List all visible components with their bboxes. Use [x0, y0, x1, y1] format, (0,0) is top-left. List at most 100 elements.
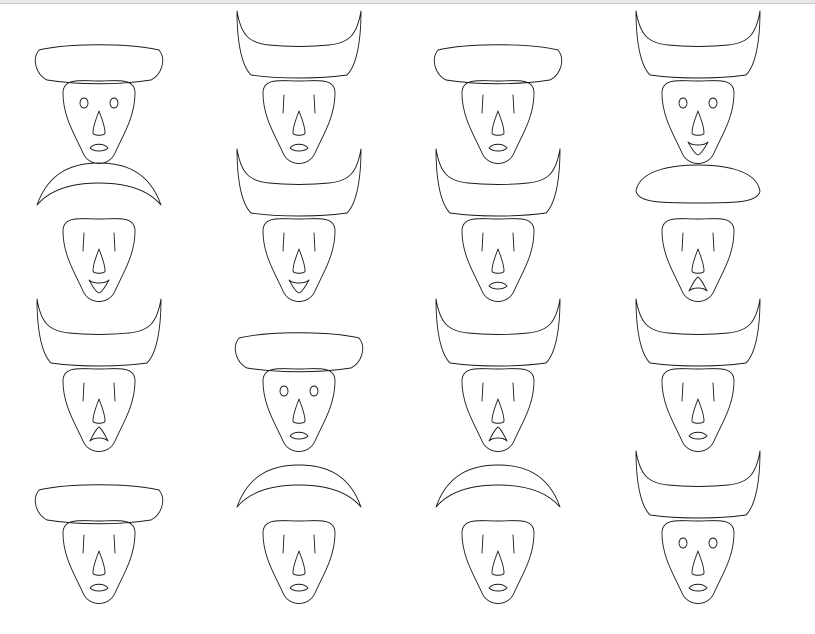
face-3-nose [491, 110, 505, 136]
face-2-mouth [289, 143, 309, 152]
face-5-nose [92, 248, 106, 274]
face-15-nose [491, 550, 505, 576]
face-12-head [661, 368, 735, 452]
face-13-mouth [89, 583, 109, 592]
face-15-head [461, 520, 535, 604]
face-5-head [62, 218, 136, 302]
face-10-right-eye [309, 385, 319, 397]
face-10-head [262, 368, 336, 452]
face-10-mouth [289, 431, 309, 440]
face-10 [234, 332, 364, 452]
face-12 [635, 298, 761, 452]
face-9-hat [36, 298, 162, 367]
face-6-nose [292, 248, 306, 274]
face-9 [36, 298, 162, 452]
face-11-nose [491, 398, 505, 424]
face-15-left-eye [481, 534, 484, 554]
face-11-left-eye [481, 382, 484, 402]
face-14-mouth [289, 583, 309, 592]
face-4-head [661, 80, 735, 164]
face-7-hat [435, 148, 561, 217]
face-14-left-eye [282, 534, 285, 554]
face-2-right-eye [313, 94, 316, 114]
face-1-right-eye [109, 97, 119, 109]
face-11-right-eye [512, 382, 515, 402]
face-6-right-eye [313, 232, 316, 252]
face-4-right-eye [708, 97, 718, 109]
face-11-mouth [488, 426, 508, 442]
face-12-nose [691, 398, 705, 424]
window-top-border [0, 0, 815, 4]
face-4-nose [691, 110, 705, 136]
face-9-left-eye [82, 382, 85, 402]
face-13-right-eye [113, 534, 116, 554]
face-16 [635, 450, 761, 604]
face-11 [435, 298, 561, 452]
face-8-head [661, 218, 735, 302]
face-7-head [461, 218, 535, 302]
face-10-nose [292, 398, 306, 424]
face-1 [34, 44, 164, 164]
face-12-left-eye [681, 382, 684, 402]
face-8-hat [635, 164, 761, 204]
face-8-left-eye [681, 232, 684, 252]
face-16-left-eye [678, 537, 688, 549]
face-8-mouth [688, 276, 708, 292]
face-13-nose [92, 550, 106, 576]
face-13-left-eye [82, 534, 85, 554]
face-9-head [62, 368, 136, 452]
face-7-right-eye [512, 232, 515, 252]
face-7-mouth [488, 281, 508, 290]
face-16-nose [691, 550, 705, 576]
face-12-hat [635, 298, 761, 367]
face-9-mouth [89, 426, 109, 442]
face-15 [435, 464, 561, 604]
face-8 [635, 164, 761, 302]
face-13-head [62, 520, 136, 604]
face-5-left-eye [82, 232, 85, 252]
face-2-hat [236, 10, 362, 79]
face-3-hat [433, 44, 563, 85]
face-14-nose [292, 550, 306, 576]
face-2-nose [292, 110, 306, 136]
face-6-hat [236, 148, 362, 217]
face-5-hat [36, 162, 162, 206]
face-12-right-eye [712, 382, 715, 402]
face-2 [236, 10, 362, 164]
face-6 [236, 148, 362, 302]
face-2-head [262, 80, 336, 164]
face-11-head [461, 368, 535, 452]
face-4 [635, 10, 761, 164]
face-3-right-eye [512, 94, 515, 114]
face-8-nose [691, 248, 705, 274]
face-14 [236, 464, 362, 604]
face-7 [435, 148, 561, 302]
face-4-left-eye [678, 97, 688, 109]
face-16-head [661, 520, 735, 604]
face-16-hat [635, 450, 761, 519]
face-1-nose [92, 110, 106, 136]
face-1-hat [34, 44, 164, 85]
face-10-hat [234, 332, 364, 373]
face-7-nose [491, 248, 505, 274]
face-4-mouth [687, 141, 709, 156]
face-10-left-eye [279, 385, 289, 397]
face-9-nose [92, 398, 106, 424]
face-1-head [62, 80, 136, 164]
face-3-mouth [488, 143, 508, 152]
face-14-head [262, 520, 336, 604]
face-15-mouth [488, 583, 508, 592]
face-12-mouth [688, 431, 708, 440]
face-5-right-eye [113, 232, 116, 252]
face-13-hat [34, 484, 164, 525]
face-11-hat [435, 298, 561, 367]
face-2-left-eye [282, 94, 285, 114]
face-5 [36, 162, 162, 302]
face-9-right-eye [113, 382, 116, 402]
face-1-mouth [89, 143, 109, 152]
face-16-mouth [688, 583, 708, 592]
face-6-mouth [288, 279, 310, 294]
face-4-hat [635, 10, 761, 79]
face-15-right-eye [512, 534, 515, 554]
